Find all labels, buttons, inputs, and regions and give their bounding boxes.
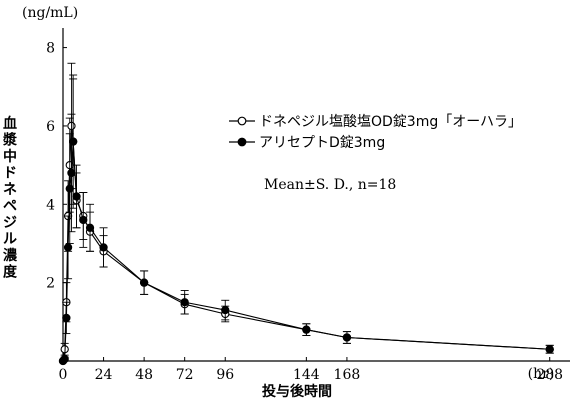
x-unit-label: (hr) xyxy=(528,366,555,382)
series-0 xyxy=(58,62,554,366)
data-point-filled xyxy=(302,325,311,334)
stats-note: Mean±S. D., n=18 xyxy=(264,177,396,193)
axes xyxy=(62,28,570,362)
legend-label-1: アリセプトD錠3mg xyxy=(259,135,385,151)
y-tick-label: 4 xyxy=(46,197,55,213)
y-title-char: ル xyxy=(3,232,17,248)
data-point-filled xyxy=(221,305,230,315)
y-title-char: 中 xyxy=(3,148,17,165)
y-title-char: ネ xyxy=(3,182,17,198)
y-title-char: 血 xyxy=(3,115,17,132)
x-ticks: 0 24 48 72 96 144 168 288 xyxy=(59,357,563,383)
data-point-filled xyxy=(99,243,108,252)
x-tick-label: 0 xyxy=(59,367,68,383)
y-title-char: 漿 xyxy=(2,132,18,149)
data-point-filled xyxy=(85,223,95,232)
x-tick-label: 288 xyxy=(536,367,563,383)
data-point-filled xyxy=(180,298,189,307)
data-point-filled xyxy=(62,313,71,323)
series-group xyxy=(58,62,554,366)
y-title-char: ド xyxy=(3,166,17,182)
x-axis-title: 投与後時間 xyxy=(262,383,332,400)
data-point-filled xyxy=(67,168,76,178)
x-tick-label: 144 xyxy=(293,367,320,383)
x-tick-label: 72 xyxy=(176,367,194,383)
data-point-filled xyxy=(65,184,74,193)
x-tick-label: 168 xyxy=(334,367,361,383)
y-title-char: 度 xyxy=(3,264,18,281)
y-unit-label: (ng/mL) xyxy=(22,5,78,21)
y-tick-label: 6 xyxy=(46,119,55,135)
legend-marker-filled xyxy=(237,137,247,147)
y-title-char: 濃 xyxy=(3,247,18,264)
y-title-char: ペ xyxy=(3,199,17,215)
data-point-filled xyxy=(68,137,78,146)
legend-label-0: ドネペジル塩酸塩OD錠3mg「オーハラ」 xyxy=(259,114,522,130)
data-point-filled xyxy=(63,243,73,252)
y-title-char: ジ xyxy=(3,215,17,231)
legend-marker-open xyxy=(237,116,247,126)
y-ticks: 2 4 6 8 xyxy=(46,41,67,292)
x-tick-label: 48 xyxy=(135,367,153,383)
y-tick-label: 8 xyxy=(46,41,55,57)
legend: ドネペジル塩酸塩OD錠3mg「オーハラ」 アリセプトD錠3mg xyxy=(229,114,522,151)
data-point-filled xyxy=(72,192,81,201)
data-point-filled xyxy=(79,215,88,225)
data-point-filled xyxy=(60,354,69,364)
data-point-filled xyxy=(342,333,352,342)
data-point-filled xyxy=(545,345,554,354)
y-tick-label: 2 xyxy=(46,276,55,292)
x-tick-label: 96 xyxy=(216,367,234,383)
data-point-filled xyxy=(139,278,149,287)
x-tick-label: 24 xyxy=(95,367,113,383)
series-1 xyxy=(58,78,554,366)
